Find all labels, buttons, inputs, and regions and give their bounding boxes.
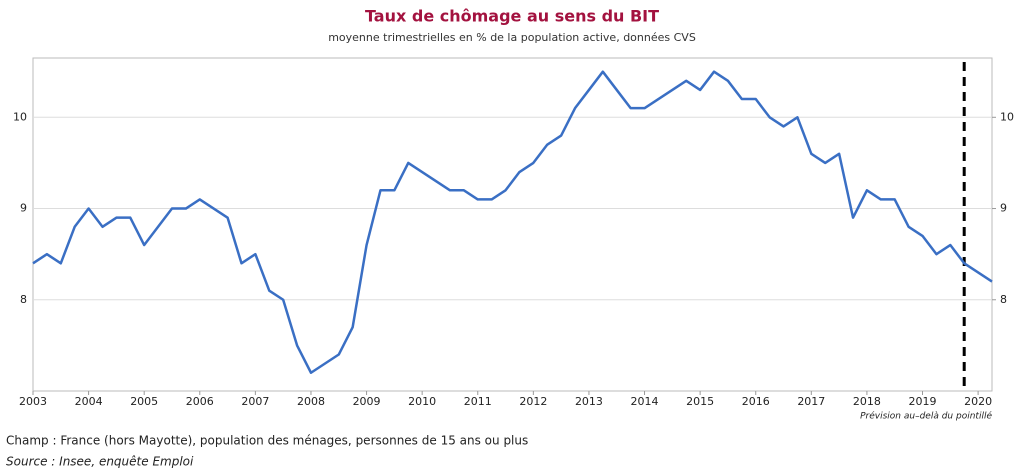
x-tick-label: 2004: [75, 395, 103, 408]
x-tick-label: 2016: [742, 395, 770, 408]
y-tick-label: 10: [13, 110, 27, 123]
data-line: [32, 70, 993, 375]
footnote: Champ : France (hors Mayotte), populatio…: [6, 434, 528, 448]
x-tick-label: 2005: [130, 395, 158, 408]
x-tick-label: 2020: [964, 395, 992, 408]
chart-subtitle: moyenne trimestrielles en % de la popula…: [328, 31, 696, 44]
x-tick-label: 2013: [575, 395, 603, 408]
x-tick-label: 2018: [853, 395, 881, 408]
source: Source : Insee, enquête Emploi: [6, 455, 194, 469]
y2-tick-label: 8: [1000, 293, 1007, 306]
y2-tick-label: 10: [1000, 110, 1014, 123]
chart-title: Taux de chômage au sens du BIT: [365, 7, 659, 26]
x-tick-label: 2003: [19, 395, 47, 408]
x-tick-label: 2019: [909, 395, 937, 408]
y-tick-label: 9: [20, 202, 27, 215]
x-tick-label: 2014: [631, 395, 659, 408]
plot-frame: [32, 57, 993, 392]
x-tick-label: 2008: [297, 395, 325, 408]
x-tick-label: 2015: [686, 395, 714, 408]
y2-tick-label: 9: [1000, 202, 1007, 215]
x-tick-label: 2007: [241, 395, 269, 408]
x-tick-label: 2010: [408, 395, 436, 408]
x-tick-label: 2006: [186, 395, 214, 408]
y-tick-label: 8: [20, 293, 27, 306]
x-tick-label: 2017: [797, 395, 825, 408]
x-tick-label: 2011: [464, 395, 492, 408]
x-tick-label: 2009: [353, 395, 381, 408]
x-tick-label: 2012: [519, 395, 547, 408]
forecast-note: Prévision au–delà du pointillé: [860, 411, 992, 422]
